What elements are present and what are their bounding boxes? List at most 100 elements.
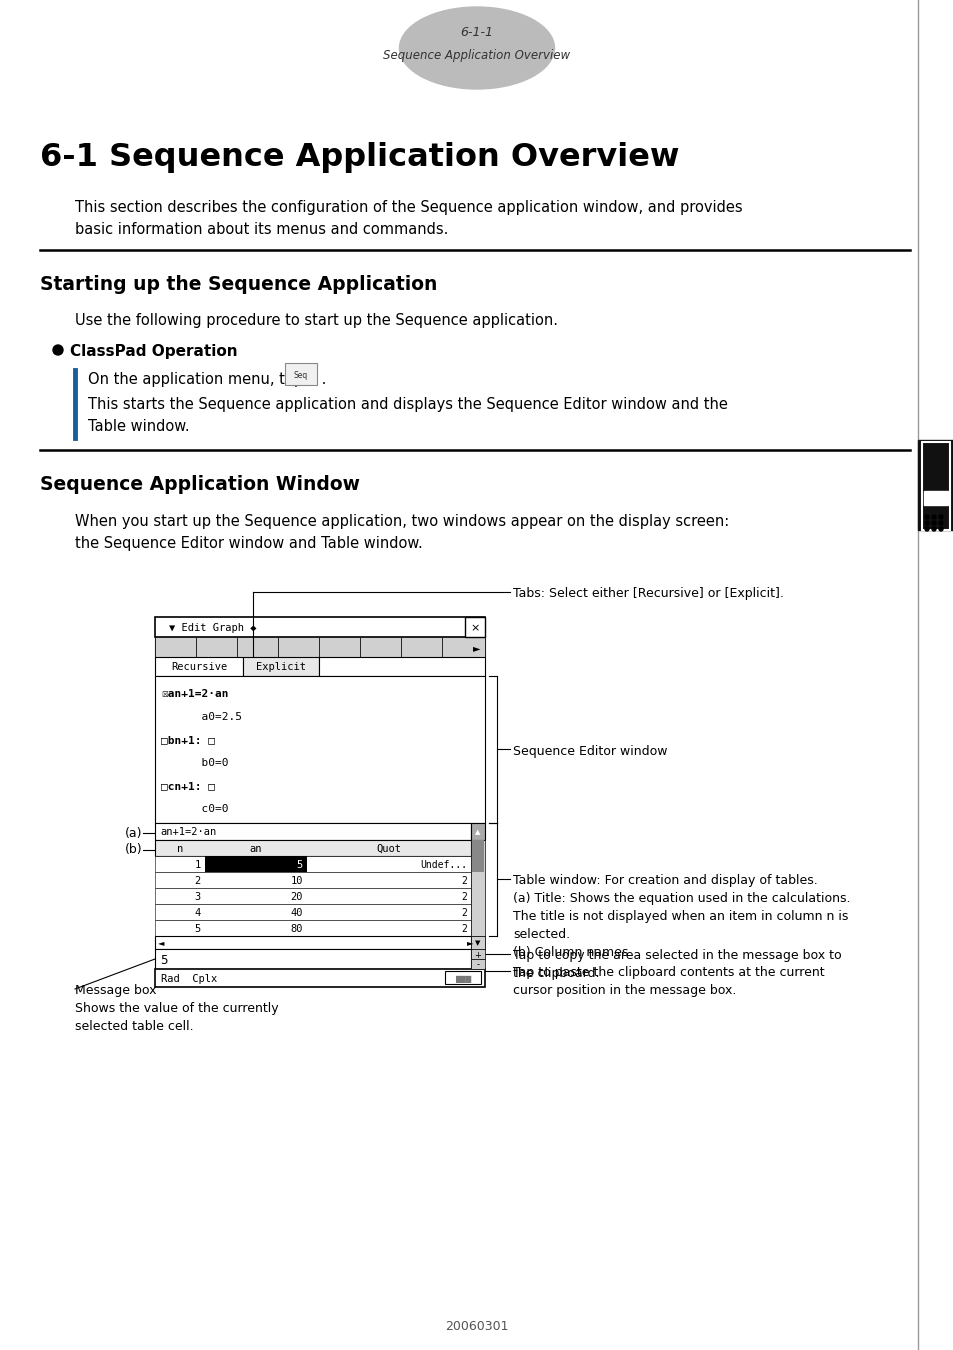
Text: 2: 2 bbox=[460, 876, 467, 886]
Text: ×: × bbox=[470, 622, 479, 633]
Text: Tabs: Select either [Recursive] or [Explicit].: Tabs: Select either [Recursive] or [Expl… bbox=[513, 587, 783, 599]
Text: Rad  Cplx: Rad Cplx bbox=[161, 973, 217, 984]
Text: 6-1-1: 6-1-1 bbox=[460, 27, 493, 39]
Text: Sequence Editor window: Sequence Editor window bbox=[513, 745, 667, 757]
Bar bbox=[154, 840, 471, 856]
Text: -: - bbox=[476, 960, 479, 969]
Text: 2: 2 bbox=[460, 892, 467, 902]
Text: When you start up the Sequence application, two windows appear on the display sc: When you start up the Sequence applicati… bbox=[75, 514, 728, 551]
Text: ◄: ◄ bbox=[158, 938, 164, 948]
Circle shape bbox=[924, 514, 928, 518]
Text: 10: 10 bbox=[291, 876, 303, 886]
Bar bbox=[441, 637, 484, 657]
Text: Sequence Application Window: Sequence Application Window bbox=[40, 475, 359, 494]
Circle shape bbox=[931, 514, 935, 518]
Text: □cn+1: □: □cn+1: □ bbox=[161, 782, 214, 791]
Bar bbox=[471, 949, 484, 958]
Bar bbox=[154, 617, 484, 637]
Text: c0=0: c0=0 bbox=[161, 805, 229, 814]
Text: Starting up the Sequence Application: Starting up the Sequence Application bbox=[40, 275, 436, 294]
Bar bbox=[154, 657, 243, 676]
Bar bbox=[472, 840, 483, 872]
Bar bbox=[154, 824, 471, 840]
Circle shape bbox=[931, 526, 935, 531]
Text: Explicit: Explicit bbox=[255, 662, 306, 672]
Text: Table window: For creation and display of tables.
(a) Title: Shows the equation : Table window: For creation and display o… bbox=[513, 873, 850, 958]
Bar bbox=[464, 617, 484, 637]
Text: 6-1 Sequence Application Overview: 6-1 Sequence Application Overview bbox=[40, 142, 679, 173]
Text: This section describes the configuration of the Sequence application window, and: This section describes the configuration… bbox=[75, 200, 741, 238]
Text: ▼: ▼ bbox=[475, 940, 480, 946]
Ellipse shape bbox=[399, 7, 554, 89]
Text: Sequence Application Overview: Sequence Application Overview bbox=[383, 50, 570, 62]
Text: Use the following procedure to start up the Sequence application.: Use the following procedure to start up … bbox=[75, 313, 558, 328]
Bar bbox=[154, 936, 471, 949]
Circle shape bbox=[938, 526, 942, 531]
Bar bbox=[921, 441, 949, 531]
Circle shape bbox=[924, 521, 928, 525]
Circle shape bbox=[931, 521, 935, 525]
Text: ►: ► bbox=[472, 643, 479, 653]
Bar bbox=[195, 637, 236, 657]
Bar bbox=[154, 949, 471, 969]
Text: 40: 40 bbox=[291, 909, 303, 918]
Bar bbox=[154, 856, 471, 872]
Bar bbox=[444, 971, 480, 984]
Text: 2: 2 bbox=[194, 876, 201, 886]
Text: b0=0: b0=0 bbox=[161, 757, 229, 768]
Text: ███: ███ bbox=[455, 976, 471, 983]
Bar bbox=[236, 637, 277, 657]
Text: a0=2.5: a0=2.5 bbox=[161, 711, 242, 722]
Text: (a): (a) bbox=[125, 826, 142, 840]
Bar bbox=[471, 824, 484, 840]
Text: n: n bbox=[176, 844, 183, 855]
Circle shape bbox=[938, 521, 942, 525]
Circle shape bbox=[53, 346, 63, 355]
Text: Quot: Quot bbox=[376, 844, 401, 855]
Bar bbox=[205, 856, 307, 872]
Bar bbox=[154, 872, 471, 888]
Bar bbox=[277, 637, 318, 657]
Text: □bn+1: □: □bn+1: □ bbox=[161, 734, 214, 745]
Text: an+1=2·an: an+1=2·an bbox=[160, 828, 216, 837]
Text: Tap to paste the clipboard contents at the current
cursor position in the messag: Tap to paste the clipboard contents at t… bbox=[513, 967, 823, 998]
Text: 20: 20 bbox=[291, 892, 303, 902]
Text: 20060301: 20060301 bbox=[445, 1320, 508, 1334]
Bar bbox=[154, 888, 471, 905]
Text: 5: 5 bbox=[194, 923, 201, 934]
Bar bbox=[917, 440, 953, 531]
Text: On the application menu, tap    .: On the application menu, tap . bbox=[88, 373, 326, 387]
Text: Seq: Seq bbox=[294, 370, 308, 379]
Text: ClassPad Operation: ClassPad Operation bbox=[70, 344, 237, 359]
Bar bbox=[471, 936, 484, 949]
Bar bbox=[923, 491, 947, 505]
Text: 5: 5 bbox=[160, 953, 168, 967]
Bar bbox=[154, 919, 471, 936]
Circle shape bbox=[938, 514, 942, 518]
Text: ▲: ▲ bbox=[475, 829, 480, 836]
Bar bbox=[400, 637, 441, 657]
Text: 3: 3 bbox=[194, 892, 201, 902]
Text: 2: 2 bbox=[460, 909, 467, 918]
Bar bbox=[285, 363, 316, 385]
Bar bbox=[154, 637, 195, 657]
Text: ►: ► bbox=[467, 938, 473, 948]
Text: 2: 2 bbox=[460, 923, 467, 934]
Text: 80: 80 bbox=[291, 923, 303, 934]
Bar bbox=[471, 840, 484, 936]
Text: Tap to copy the area selected in the message box to
the clipboard.: Tap to copy the area selected in the mes… bbox=[513, 949, 841, 980]
Text: This starts the Sequence application and displays the Sequence Editor window and: This starts the Sequence application and… bbox=[88, 397, 727, 435]
Bar bbox=[471, 936, 484, 950]
Text: 1: 1 bbox=[194, 860, 201, 869]
Bar bbox=[154, 904, 471, 919]
Bar bbox=[154, 969, 484, 987]
Text: ▼ Edit Graph ◆: ▼ Edit Graph ◆ bbox=[169, 622, 256, 633]
Text: ☒an+1=2·an: ☒an+1=2·an bbox=[161, 688, 229, 699]
Text: Message box
Shows the value of the currently
selected table cell.: Message box Shows the value of the curre… bbox=[75, 984, 278, 1033]
Text: +: + bbox=[474, 950, 481, 960]
Text: Undef...: Undef... bbox=[419, 860, 467, 869]
Text: an: an bbox=[250, 844, 262, 855]
Bar bbox=[318, 657, 484, 676]
Bar bbox=[154, 676, 484, 824]
Bar bbox=[243, 657, 318, 676]
